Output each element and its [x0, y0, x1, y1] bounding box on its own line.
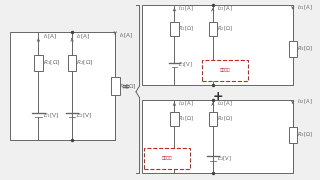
Text: $R_3$[Ω]: $R_3$[Ω] [297, 44, 312, 53]
FancyBboxPatch shape [111, 77, 120, 95]
FancyBboxPatch shape [10, 32, 115, 140]
Text: =: = [122, 81, 131, 91]
Text: $R_1$[Ω]: $R_1$[Ω] [178, 114, 194, 123]
Text: $R_1$[Ω]: $R_1$[Ω] [43, 59, 60, 67]
FancyBboxPatch shape [142, 5, 293, 85]
FancyBboxPatch shape [209, 22, 217, 36]
Text: $E_1$[V]: $E_1$[V] [178, 60, 193, 69]
FancyBboxPatch shape [289, 40, 297, 57]
Text: $R_2$[Ω]: $R_2$[Ω] [217, 114, 232, 123]
Text: $I_{11}$[A]: $I_{11}$[A] [178, 4, 194, 13]
FancyBboxPatch shape [209, 112, 217, 126]
FancyBboxPatch shape [68, 55, 76, 71]
Text: $R_3$[Ω]: $R_3$[Ω] [119, 82, 137, 91]
FancyBboxPatch shape [289, 127, 297, 143]
Text: $I_3$[A]: $I_3$[A] [119, 31, 134, 39]
Text: $I_{31}$[A]: $I_{31}$[A] [297, 3, 312, 12]
Text: $R_2$[Ω]: $R_2$[Ω] [217, 24, 232, 33]
Text: $E_1$[V]: $E_1$[V] [43, 111, 59, 120]
Text: 短絡素子: 短絡素子 [162, 156, 172, 160]
Text: $I_{32}$[A]: $I_{32}$[A] [297, 98, 312, 106]
Text: $I_1$[A]: $I_1$[A] [43, 33, 57, 41]
Text: $R_2$[Ω]: $R_2$[Ω] [76, 59, 94, 67]
FancyBboxPatch shape [142, 100, 293, 173]
Text: $I_{22}$[A]: $I_{22}$[A] [217, 99, 232, 107]
FancyBboxPatch shape [202, 60, 248, 81]
Text: $R_1$[Ω]: $R_1$[Ω] [178, 24, 194, 33]
Text: 短絡素子: 短絡素子 [220, 68, 230, 72]
Text: +: + [212, 90, 223, 103]
Text: $E_2$[V]: $E_2$[V] [76, 111, 93, 120]
FancyBboxPatch shape [144, 148, 190, 169]
FancyBboxPatch shape [170, 22, 179, 36]
FancyBboxPatch shape [34, 55, 43, 71]
Text: $I_{21}$[A]: $I_{21}$[A] [217, 4, 232, 13]
Text: $I_2$[A]: $I_2$[A] [76, 33, 91, 41]
FancyBboxPatch shape [170, 112, 179, 126]
Text: $I_{12}$[A]: $I_{12}$[A] [178, 99, 194, 107]
Text: $E_2$[V]: $E_2$[V] [217, 154, 232, 163]
Text: $R_3$[Ω]: $R_3$[Ω] [297, 131, 312, 139]
